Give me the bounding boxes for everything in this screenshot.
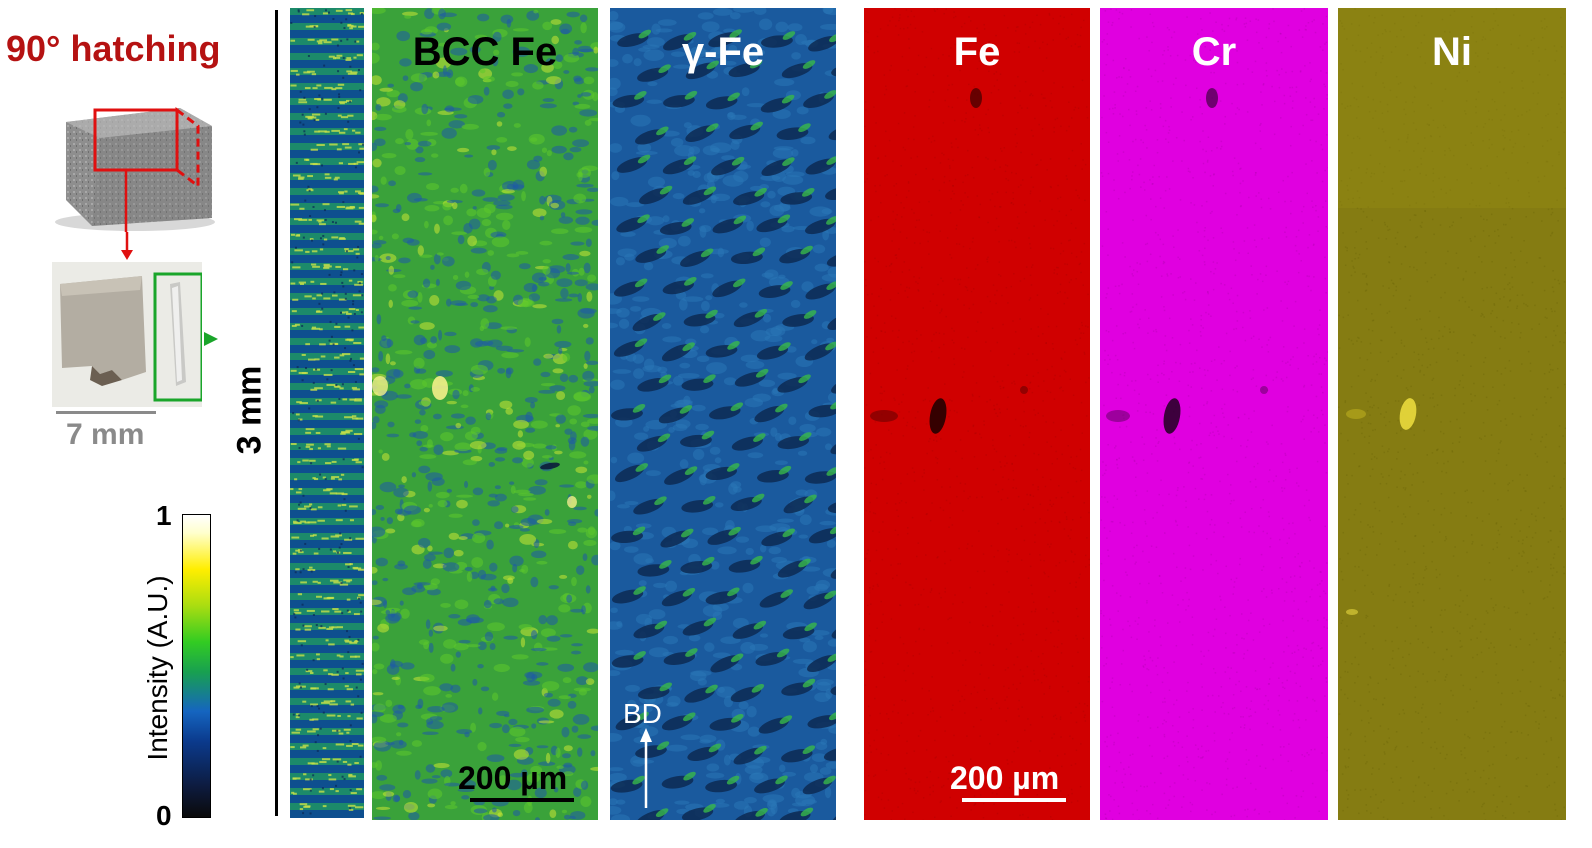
panel-ni-title: Ni [1432, 30, 1472, 74]
scale-bar-7mm-label: 7 mm [66, 418, 145, 451]
panel-ni-map: Ni [1338, 8, 1566, 820]
specimen-photo [52, 262, 202, 407]
panel-bcc-fe: BCC Fe 200 µm [372, 8, 598, 820]
cube-photo [30, 100, 225, 235]
panel-gamma-fe: γ-Fe BD [610, 8, 836, 820]
panel-cr-title: Cr [1191, 30, 1237, 74]
panel-cr-map: Cr [1100, 8, 1328, 820]
overview-striped-map [290, 8, 364, 818]
scale-bar-3mm-label: 3 mm [230, 365, 269, 455]
colorbar-max-label: 1 [156, 500, 172, 531]
hatching-title: 90° hatching [6, 28, 221, 69]
scale-bar-3mm-line [275, 10, 278, 816]
bd-label: BD [623, 698, 662, 729]
panel-bcc-fe-title: BCC Fe [412, 30, 558, 74]
colorbar-min-label: 0 [156, 800, 172, 831]
colorbar-label-text: Intensity (A.U.) [142, 575, 173, 761]
fe-scalebar-line [962, 798, 1066, 802]
panel-fe-map: Fe 200 µm [864, 8, 1090, 820]
bcc-scalebar-label: 200 µm [458, 760, 568, 796]
bcc-scalebar-line [470, 798, 574, 802]
panel-fe-title: Fe [953, 30, 1001, 74]
bd-arrow-icon [638, 728, 654, 808]
panel-gamma-fe-title: γ-Fe [681, 30, 765, 74]
fe-scalebar-label: 200 µm [950, 760, 1060, 796]
scale-bar-7mm-line [56, 411, 156, 414]
arrow-right-icon [204, 332, 218, 346]
arrow-down-icon [120, 232, 134, 260]
colorbar [182, 514, 211, 818]
